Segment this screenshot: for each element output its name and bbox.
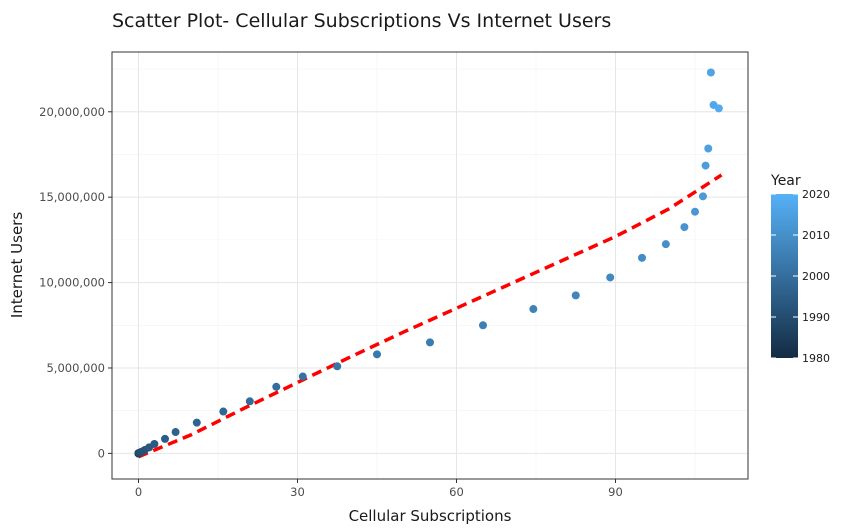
legend-tick-label: 2000 — [802, 270, 830, 283]
y-tick-label: 5,000,000 — [46, 361, 105, 375]
data-point — [373, 350, 381, 359]
y-tick-label: 0 — [98, 446, 105, 460]
data-point — [298, 372, 307, 381]
trend-line — [137, 173, 723, 459]
legend-title: Year — [770, 173, 801, 189]
data-point — [333, 362, 342, 371]
legend-ticks: 1980 1990 2000 2010 2020 — [771, 188, 830, 365]
data-point — [691, 207, 699, 216]
data-point — [704, 144, 713, 153]
y-tick-label: 10,000,000 — [39, 276, 105, 290]
data-point — [661, 240, 670, 249]
x-tick-label: 60 — [449, 485, 464, 499]
legend-tick-label: 1980 — [802, 352, 830, 365]
data-point — [219, 407, 228, 416]
data-point — [680, 223, 689, 232]
y-tick-label: 20,000,000 — [39, 105, 105, 119]
data-point — [245, 397, 254, 406]
data-point — [714, 104, 723, 113]
data-point — [272, 382, 281, 391]
legend-tick-label: 2010 — [802, 229, 830, 242]
y-axis: 0 5,000,000 10,000,000 15,000,000 20,000,000 — [39, 105, 112, 460]
plot-panel-border — [111, 51, 749, 480]
chart-title: Scatter Plot- Cellular Subscriptions Vs … — [112, 10, 611, 32]
legend-tick-label: 1990 — [802, 311, 830, 324]
data-point — [479, 321, 487, 330]
legend-tick-label: 2020 — [802, 188, 830, 201]
grid-lines — [112, 52, 748, 479]
x-tick-label: 30 — [290, 485, 305, 499]
data-point — [571, 291, 580, 300]
data-point — [161, 434, 169, 443]
data-point — [606, 273, 615, 282]
data-point — [426, 338, 434, 347]
x-tick-label: 90 — [608, 485, 623, 499]
data-point — [698, 192, 707, 201]
x-axis: 0 30 60 90 — [135, 479, 623, 499]
data-point — [706, 68, 715, 77]
y-axis-title: Internet Users — [8, 212, 26, 319]
data-point — [192, 418, 201, 427]
data-point — [171, 428, 180, 437]
data-points — [134, 68, 723, 458]
data-point — [529, 305, 538, 314]
legend: Year 1980 1990 2000 2010 2020 — [770, 173, 830, 365]
data-point — [701, 161, 710, 170]
trend-line-path — [137, 173, 723, 459]
x-axis-title: Cellular Subscriptions — [349, 507, 512, 525]
data-point — [638, 253, 646, 262]
x-tick-label: 0 — [135, 485, 142, 499]
y-tick-label: 15,000,000 — [39, 190, 105, 204]
data-point — [150, 439, 159, 448]
